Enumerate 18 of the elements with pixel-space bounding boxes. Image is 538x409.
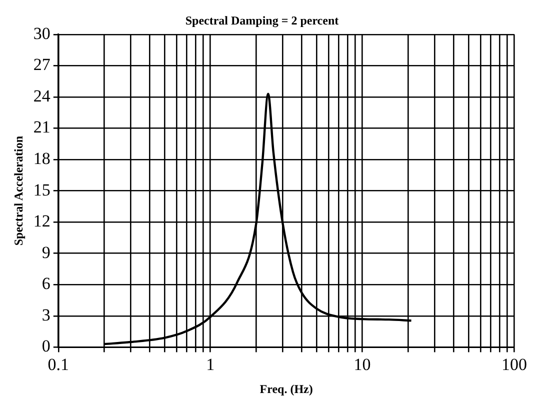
y-tick-label: 18	[33, 148, 50, 168]
y-tick-label: 3	[42, 305, 50, 324]
x-tick-label: 0.1	[48, 354, 70, 374]
x-tick-label: 10	[354, 354, 371, 374]
chart-title: Spectral Damping = 2 percent	[185, 13, 339, 28]
y-tick-label: 12	[33, 212, 50, 231]
y-tick-label: 15	[33, 180, 50, 200]
x-tick-label: 100	[502, 354, 527, 374]
x-tick-label: 1	[206, 354, 215, 374]
y-tick-label: 9	[42, 242, 50, 262]
y-tick-label: 0	[42, 336, 50, 356]
y-tick-label: 21	[33, 118, 50, 137]
y-tick-label: 27	[33, 55, 51, 74]
y-tick-label: 30	[33, 24, 50, 43]
y-axis-title: Spectral Acceleration	[11, 136, 26, 246]
y-tick-label: 6	[42, 274, 50, 294]
x-axis-title: Freq. (Hz)	[260, 382, 313, 396]
y-tick-label: 24	[33, 86, 51, 106]
